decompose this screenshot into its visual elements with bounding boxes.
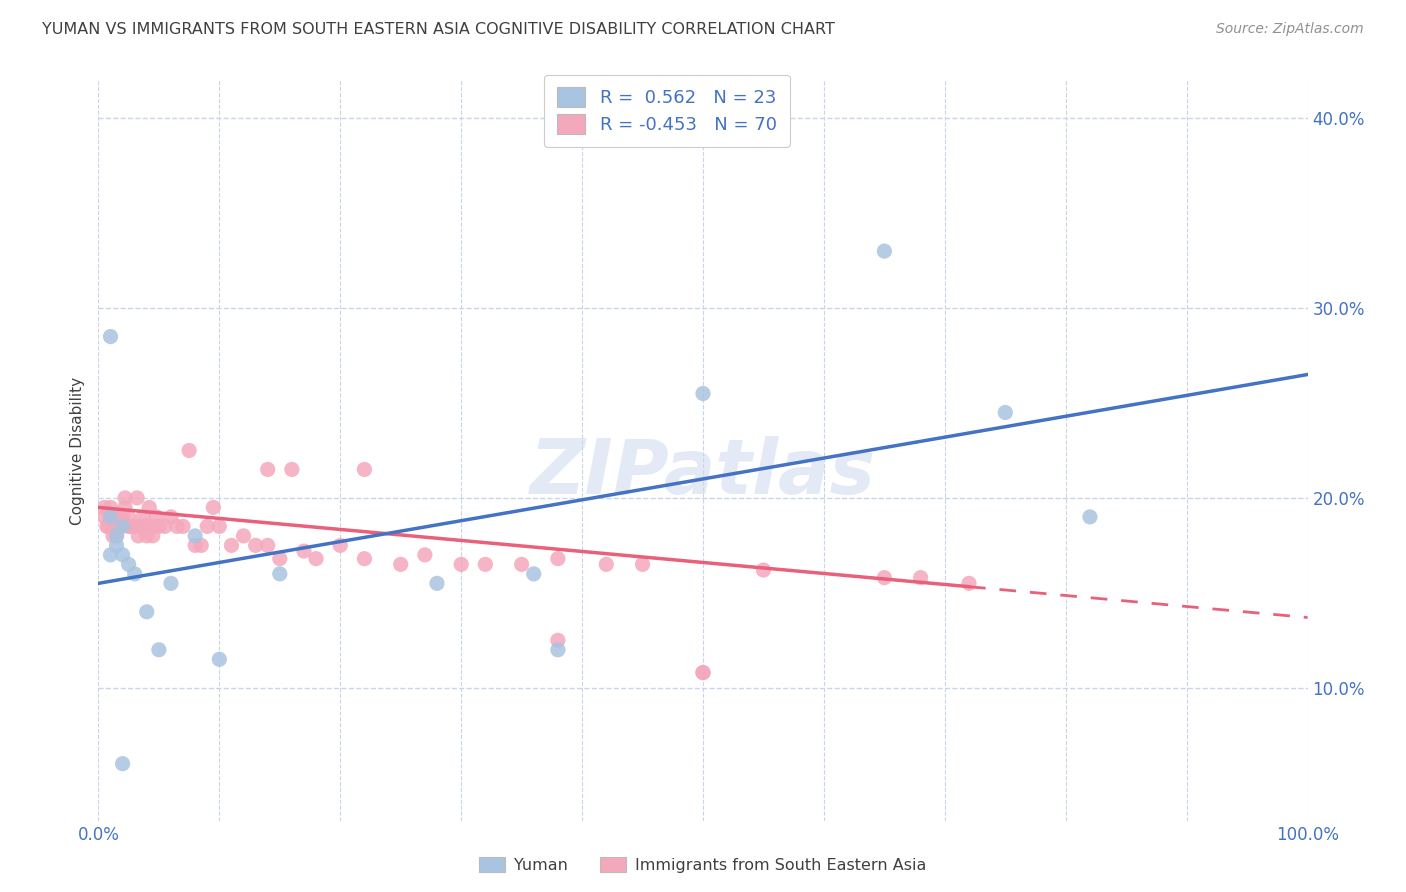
Text: Source: ZipAtlas.com: Source: ZipAtlas.com — [1216, 22, 1364, 37]
Point — [118, 519, 141, 533]
Point — [148, 519, 170, 533]
Point — [135, 529, 157, 543]
Point — [450, 558, 472, 572]
Point — [97, 519, 120, 533]
Point — [127, 491, 149, 505]
Point — [105, 529, 128, 543]
Point — [129, 519, 152, 533]
Text: ZIPatlas: ZIPatlas — [530, 435, 876, 509]
Point — [873, 244, 896, 259]
Point — [221, 538, 243, 552]
Point — [292, 544, 315, 558]
Point — [232, 529, 254, 543]
Point — [202, 500, 225, 515]
Point — [752, 563, 775, 577]
Point — [413, 548, 436, 562]
Point — [208, 519, 231, 533]
Point — [510, 558, 533, 572]
Point — [692, 386, 714, 401]
Point — [547, 633, 569, 648]
Point — [96, 519, 118, 533]
Point — [994, 405, 1017, 419]
Point — [329, 538, 352, 552]
Point — [93, 500, 115, 515]
Point — [93, 509, 115, 524]
Point — [256, 462, 278, 476]
Text: YUMAN VS IMMIGRANTS FROM SOUTH EASTERN ASIA COGNITIVE DISABILITY CORRELATION CHA: YUMAN VS IMMIGRANTS FROM SOUTH EASTERN A… — [42, 22, 835, 37]
Point — [184, 538, 207, 552]
Point — [101, 519, 124, 533]
Point — [114, 500, 136, 515]
Legend: R =  0.562   N = 23, R = -0.453   N = 70: R = 0.562 N = 23, R = -0.453 N = 70 — [544, 75, 790, 147]
Point — [114, 491, 136, 505]
Point — [103, 509, 125, 524]
Point — [118, 509, 141, 524]
Point — [692, 665, 714, 680]
Point — [631, 558, 654, 572]
Point — [124, 519, 146, 533]
Point — [105, 538, 128, 552]
Point — [111, 756, 134, 771]
Point — [107, 509, 129, 524]
Point — [873, 571, 896, 585]
Point — [547, 551, 569, 566]
Point — [269, 551, 291, 566]
Point — [245, 538, 267, 552]
Point — [166, 519, 188, 533]
Point — [100, 329, 122, 343]
Point — [118, 558, 141, 572]
Point — [129, 519, 152, 533]
Point — [353, 551, 375, 566]
Point — [595, 558, 617, 572]
Point — [184, 529, 207, 543]
Point — [138, 500, 160, 515]
Point — [160, 576, 183, 591]
Point — [305, 551, 328, 566]
Point — [142, 529, 165, 543]
Point — [100, 500, 122, 515]
Point — [100, 548, 122, 562]
Point — [281, 462, 304, 476]
Legend: Yuman, Immigrants from South Eastern Asia: Yuman, Immigrants from South Eastern Asi… — [472, 851, 934, 880]
Point — [153, 519, 176, 533]
Point — [111, 519, 134, 533]
Point — [523, 566, 546, 581]
Point — [100, 509, 122, 524]
Point — [108, 509, 131, 524]
Point — [957, 576, 980, 591]
Point — [190, 538, 212, 552]
Point — [148, 642, 170, 657]
Point — [160, 509, 183, 524]
Point — [135, 519, 157, 533]
Point — [135, 605, 157, 619]
Point — [111, 509, 134, 524]
Point — [100, 509, 122, 524]
Point — [474, 558, 496, 572]
Point — [692, 665, 714, 680]
Point — [105, 529, 128, 543]
Point — [127, 529, 149, 543]
Point — [179, 443, 201, 458]
Point — [1078, 509, 1101, 524]
Point — [426, 576, 449, 591]
Point — [108, 519, 131, 533]
Point — [172, 519, 194, 533]
Point — [111, 548, 134, 562]
Point — [132, 509, 155, 524]
Point — [124, 566, 146, 581]
Y-axis label: Cognitive Disability: Cognitive Disability — [69, 376, 84, 524]
Point — [120, 519, 142, 533]
Point — [547, 642, 569, 657]
Point — [145, 509, 167, 524]
Point — [269, 566, 291, 581]
Point — [105, 519, 128, 533]
Point — [389, 558, 412, 572]
Point — [910, 571, 932, 585]
Point — [256, 538, 278, 552]
Point — [101, 529, 124, 543]
Point — [195, 519, 218, 533]
Point — [353, 462, 375, 476]
Point — [208, 652, 231, 666]
Point — [142, 519, 165, 533]
